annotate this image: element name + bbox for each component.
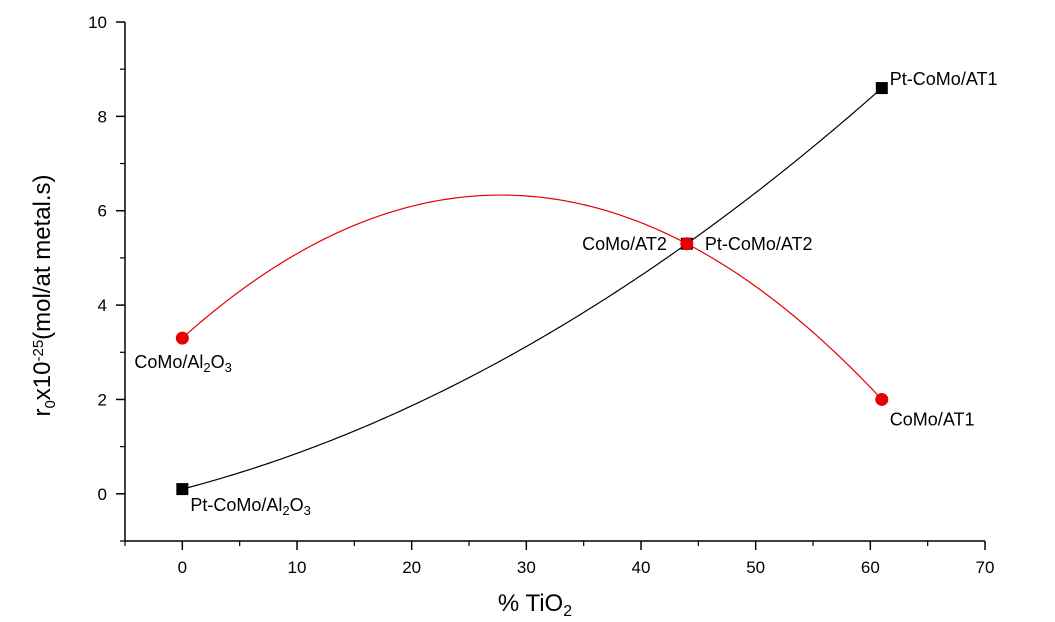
series-line-1 xyxy=(182,87,883,490)
point-label: Pt-CoMo/AT1 xyxy=(890,69,998,89)
x-tick-label: 70 xyxy=(976,558,995,577)
point-label: CoMo/AT1 xyxy=(890,409,975,429)
series-line-2 xyxy=(181,194,883,400)
point-label: CoMo/AT2 xyxy=(582,234,667,254)
markers xyxy=(175,82,889,496)
point-label: Pt-CoMo/AT2 xyxy=(705,234,813,254)
x-tick-label: 30 xyxy=(517,558,536,577)
circle-marker xyxy=(875,392,889,406)
point-label: Pt-CoMo/Al2O3 xyxy=(190,495,311,518)
y-tick-label: 2 xyxy=(98,390,107,409)
axes: 0 10 20 30 40 50 60 70 0 2 4 6 8 10 xyxy=(88,13,994,577)
y-tick-label: 0 xyxy=(98,485,107,504)
y-tick-label: 4 xyxy=(98,296,107,315)
x-axis-title: % TiO2 xyxy=(498,590,572,620)
x-tick-label: 0 xyxy=(178,558,187,577)
circle-marker xyxy=(175,331,189,345)
y-tick-label: 10 xyxy=(88,13,107,32)
y-tick-label: 6 xyxy=(98,202,107,221)
x-tick-label: 10 xyxy=(288,558,307,577)
square-marker xyxy=(176,483,189,496)
x-tick-label: 40 xyxy=(632,558,651,577)
x-tick-label: 50 xyxy=(746,558,765,577)
y-tick-label: 8 xyxy=(98,107,107,126)
point-labels: Pt-CoMo/Al2O3 Pt-CoMo/AT2 Pt-CoMo/AT1 CoMo/… xyxy=(134,69,997,518)
square-marker xyxy=(875,82,888,95)
x-tick-label: 60 xyxy=(861,558,880,577)
x-tick-label: 20 xyxy=(402,558,421,577)
axis-titles: % TiO2 r0x10-25(mol/at metal.s) xyxy=(29,174,572,619)
circle-marker xyxy=(680,237,694,251)
curves xyxy=(181,87,883,490)
y-axis-title: r0x10-25(mol/at metal.s) xyxy=(29,174,59,416)
point-label: CoMo/Al2O3 xyxy=(134,352,232,375)
